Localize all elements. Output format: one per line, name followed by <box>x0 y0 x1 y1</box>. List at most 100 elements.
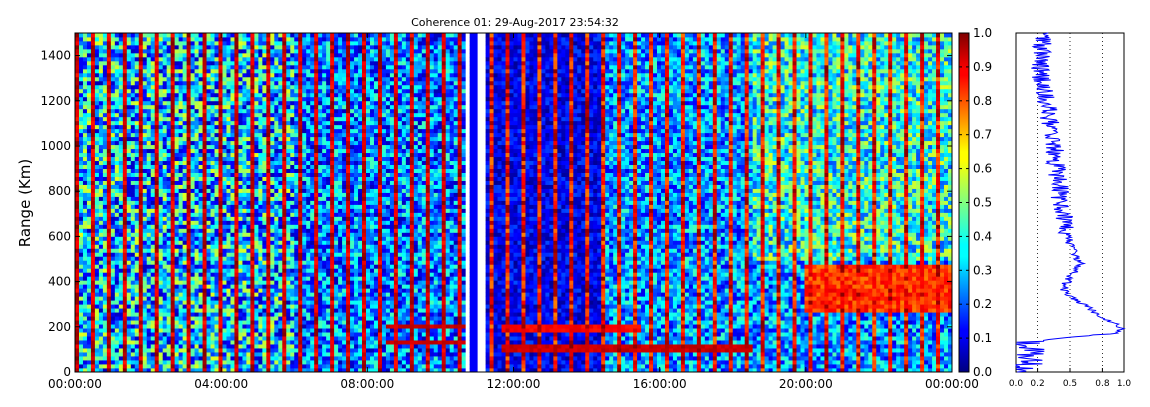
heatmap-cell <box>158 280 164 285</box>
heatmap-cell <box>258 296 263 301</box>
heatmap-cell <box>162 148 168 154</box>
heatmap-cell <box>94 84 100 90</box>
heatmap-cell <box>266 352 271 357</box>
heatmap-cell <box>134 212 140 217</box>
heatmap-cell <box>202 160 207 166</box>
heatmap-cell <box>90 84 96 90</box>
heatmap-cell <box>274 76 279 82</box>
heatmap-cell <box>142 96 148 102</box>
heatmap-cell <box>162 308 168 313</box>
heatmap-cell <box>206 164 211 169</box>
heatmap-cell <box>86 320 92 325</box>
heatmap-cell <box>234 40 239 46</box>
heatmap-cell <box>78 108 84 114</box>
heatmap-cell <box>106 128 112 134</box>
heatmap-cell <box>122 212 128 217</box>
heatmap-cell <box>190 88 195 94</box>
heatmap-cell <box>286 168 291 173</box>
heatmap-cell <box>270 144 275 150</box>
heatmap-cell <box>290 76 295 82</box>
heatmap-cell <box>214 148 219 154</box>
heatmap-cell <box>174 132 180 138</box>
heatmap-cell <box>178 132 184 138</box>
heatmap-cell <box>222 44 227 50</box>
heatmap-cell <box>306 352 311 357</box>
heatmap-cell <box>202 320 207 325</box>
heatmap-cell <box>150 244 156 249</box>
heatmap-cell <box>106 92 112 98</box>
heatmap-cell <box>246 344 251 349</box>
heatmap-cell <box>246 172 251 177</box>
heatmap-cell <box>266 208 271 213</box>
heatmap-cell <box>118 36 124 42</box>
heatmap-cell <box>178 188 184 193</box>
heatmap-cell <box>130 40 136 46</box>
heatmap-cell <box>262 240 267 245</box>
heatmap-cell <box>202 280 207 285</box>
heatmap-cell <box>102 52 108 58</box>
heatmap-cell <box>266 364 271 369</box>
heatmap-cell <box>102 260 108 265</box>
heatmap-cell <box>114 60 120 66</box>
heatmap-cell <box>230 88 235 94</box>
heatmap-cell <box>182 264 188 269</box>
heatmap-cell <box>114 212 120 217</box>
heatmap-cell <box>202 284 207 289</box>
heatmap-cell <box>198 148 203 154</box>
heatmap-cell <box>230 36 235 42</box>
heatmap-cell <box>266 200 271 205</box>
heatmap-cell <box>282 136 287 142</box>
heatmap-cell <box>282 196 287 201</box>
heatmap-cell <box>258 364 263 369</box>
heatmap-cell <box>82 88 88 94</box>
heatmap-cell <box>198 332 203 337</box>
heatmap-cell <box>94 332 100 337</box>
heatmap-cell <box>86 156 92 162</box>
heatmap-cell <box>282 160 287 166</box>
heatmap-cell <box>226 152 231 158</box>
heatmap-cell <box>170 56 176 62</box>
heatmap-cell <box>86 324 92 329</box>
heatmap-cell <box>142 52 148 58</box>
heatmap-cell <box>150 332 156 337</box>
heatmap-cell <box>198 132 203 138</box>
heatmap-cell <box>298 320 303 325</box>
heatmap-cell <box>238 304 243 309</box>
heatmap-cell <box>122 324 128 329</box>
heatmap-cell <box>262 352 267 357</box>
heatmap-cell <box>98 260 104 265</box>
heatmap-cell <box>270 268 275 273</box>
heatmap-cell <box>294 52 299 58</box>
heatmap-cell <box>166 116 172 122</box>
heatmap-cell <box>266 140 271 146</box>
heatmap-cell <box>306 272 311 277</box>
heatmap-cell <box>278 216 283 221</box>
heatmap-cell <box>226 80 231 86</box>
heatmap-cell <box>82 252 88 257</box>
heatmap-cell <box>82 296 88 301</box>
heatmap-cell <box>186 288 192 293</box>
heatmap-cell <box>118 100 124 106</box>
heatmap-cell <box>78 168 84 173</box>
heatmap-cell <box>78 200 84 205</box>
heatmap-cell <box>290 184 295 189</box>
heatmap-cell <box>82 36 88 42</box>
heatmap-cell <box>238 84 243 90</box>
heatmap-cell <box>106 176 112 181</box>
heatmap-cell <box>170 352 176 357</box>
heatmap-cell <box>222 300 227 305</box>
heatmap-cell <box>86 304 92 309</box>
heatmap-cell <box>222 156 227 162</box>
heatmap-cell <box>278 280 283 285</box>
heatmap-cell <box>170 308 176 313</box>
heatmap-cell <box>154 276 160 281</box>
heatmap-cell <box>254 136 259 142</box>
heatmap-cell <box>158 336 164 341</box>
heatmap-cell <box>178 356 184 361</box>
heatmap-cell <box>290 328 295 333</box>
heatmap-cell <box>86 244 92 249</box>
heatmap-cell <box>118 284 124 289</box>
heatmap-cell <box>122 100 128 106</box>
heatmap-cell <box>246 168 251 173</box>
heatmap-cell <box>194 300 199 305</box>
